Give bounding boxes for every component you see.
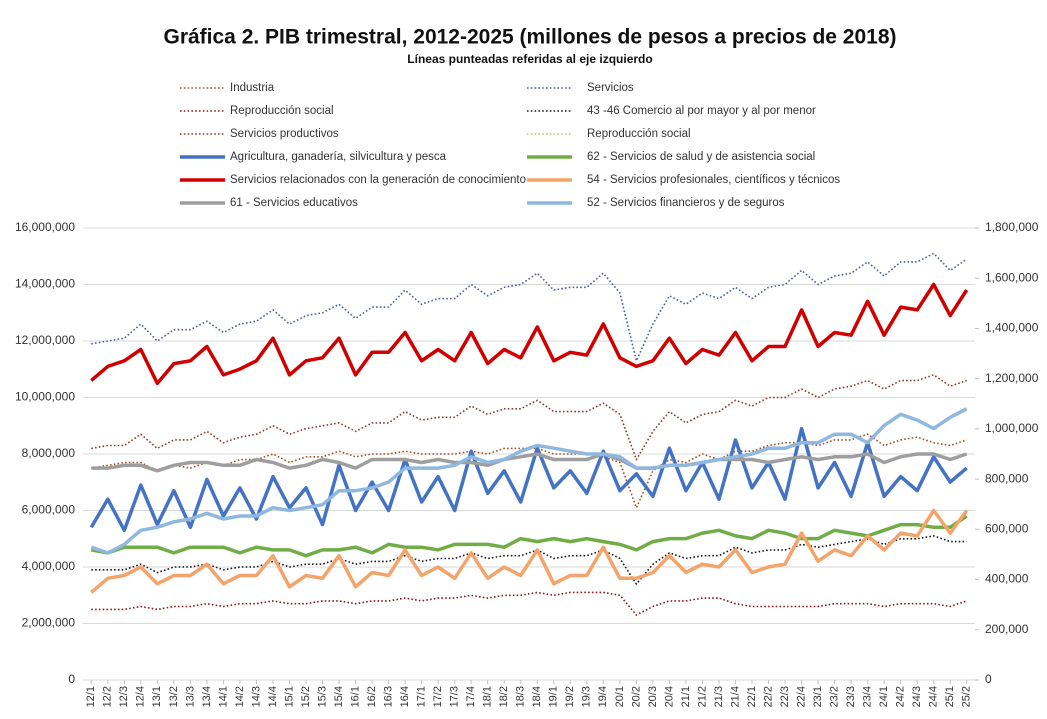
series-line xyxy=(91,591,967,616)
y2-tick-label: 1,200,000 xyxy=(985,371,1039,385)
y-tick-label: 12,000,000 xyxy=(15,333,75,347)
x-tick-label: 18/3 xyxy=(515,686,527,707)
x-tick-label: 22/1 xyxy=(746,686,758,707)
y2-tick-label: 600,000 xyxy=(985,522,1029,536)
x-tick-label: 14/3 xyxy=(250,686,262,707)
x-tick-label: 23/3 xyxy=(845,686,857,707)
legend-label: 61 - Servicios educativos xyxy=(230,197,358,209)
x-tick-label: 17/4 xyxy=(465,686,477,707)
series-line xyxy=(90,514,968,558)
y-tick-label: 4,000,000 xyxy=(22,559,76,573)
y2-tick-label: 1,400,000 xyxy=(985,321,1039,335)
x-tick-label: 25/2 xyxy=(961,686,973,707)
y2-tick-label: 0 xyxy=(985,672,992,686)
series-line xyxy=(90,407,968,555)
x-tick-label: 15/1 xyxy=(283,686,295,707)
x-tick-label: 16/1 xyxy=(349,686,361,707)
y2-tick-label: 400,000 xyxy=(985,572,1029,586)
x-tick-label: 18/1 xyxy=(482,686,494,707)
x-tick-label: 23/2 xyxy=(828,686,840,707)
x-tick-label: 12/3 xyxy=(118,686,130,707)
legend-label: 62 - Servicios de salud y de asistencia … xyxy=(587,151,815,163)
legend-label: 54 - Servicios profesionales, científico… xyxy=(587,174,840,186)
x-tick-label: 12/1 xyxy=(85,686,97,707)
series-line xyxy=(90,508,969,594)
x-tick-label: 19/3 xyxy=(581,686,593,707)
y-tick-label: 8,000,000 xyxy=(22,446,76,460)
legend-label: Reproducción social xyxy=(587,128,691,140)
legend-label: Servicios xyxy=(587,82,634,94)
x-tick-label: 24/1 xyxy=(878,686,890,707)
x-tick-label: 12/4 xyxy=(135,686,147,707)
chart-subtitle: Líneas punteadas referidas al eje izquie… xyxy=(407,52,652,66)
x-tick-label: 13/4 xyxy=(201,686,213,707)
series-line xyxy=(89,426,968,533)
x-tick-label: 14/4 xyxy=(267,686,279,707)
series-line xyxy=(91,252,968,362)
x-tick-label: 24/4 xyxy=(928,686,940,707)
x-tick-label: 13/1 xyxy=(151,686,163,707)
x-tick-label: 19/1 xyxy=(548,686,560,707)
y2-tick-label: 200,000 xyxy=(985,622,1029,636)
legend-label: Servicios relacionados con la generación… xyxy=(230,174,526,186)
x-tick-label: 16/4 xyxy=(399,686,411,707)
legend-label: Industria xyxy=(230,82,275,94)
legend-label: Agricultura, ganadería, silvicultura y p… xyxy=(230,151,447,163)
x-tick-label: 15/2 xyxy=(300,686,312,707)
x-tick-label: 17/2 xyxy=(432,686,444,707)
x-tick-label: 15/3 xyxy=(316,686,328,707)
x-tick-label: 21/1 xyxy=(680,686,692,707)
x-tick-label: 21/3 xyxy=(713,686,725,707)
y-tick-label: 0 xyxy=(68,672,75,686)
x-tick-label: 22/2 xyxy=(762,686,774,707)
legend-label: 52 - Servicios financieros y de seguros xyxy=(587,197,785,209)
y-tick-label: 16,000,000 xyxy=(15,220,75,234)
legend-label: Reproducción social xyxy=(230,105,334,117)
x-tick-label: 14/2 xyxy=(234,686,246,707)
x-tick-label: 12/2 xyxy=(102,686,114,707)
x-tick-label: 18/4 xyxy=(531,686,543,707)
y-tick-label: 14,000,000 xyxy=(15,277,75,291)
x-tick-label: 20/2 xyxy=(630,686,642,707)
y-tick-label: 2,000,000 xyxy=(22,616,76,630)
y2-tick-label: 800,000 xyxy=(985,471,1029,485)
legend-label: Servicios productivos xyxy=(230,128,339,140)
x-tick-label: 19/4 xyxy=(597,686,609,707)
x-tick-label: 21/2 xyxy=(696,686,708,707)
x-tick-label: 23/1 xyxy=(812,686,824,707)
y2-tick-label: 1,600,000 xyxy=(985,270,1039,284)
chart-title: Gráfica 2. PIB trimestral, 2012-2025 (mi… xyxy=(163,26,896,49)
y-tick-label: 6,000,000 xyxy=(22,503,76,517)
y2-tick-label: 1,000,000 xyxy=(985,421,1039,435)
x-tick-label: 17/1 xyxy=(416,686,428,707)
x-tick-label: 14/1 xyxy=(217,686,229,707)
x-tick-label: 17/3 xyxy=(449,686,461,707)
series-line xyxy=(91,452,968,473)
x-tick-label: 24/3 xyxy=(911,686,923,707)
x-tick-label: 21/4 xyxy=(729,686,741,707)
y-tick-label: 10,000,000 xyxy=(15,390,75,404)
y2-tick-label: 1,800,000 xyxy=(985,220,1039,234)
x-tick-label: 15/4 xyxy=(333,686,345,707)
x-tick-label: 16/3 xyxy=(382,686,394,707)
x-tick-label: 13/2 xyxy=(168,686,180,707)
x-tick-label: 20/3 xyxy=(647,686,659,707)
x-tick-label: 18/2 xyxy=(498,686,510,707)
x-tick-label: 25/1 xyxy=(944,686,956,707)
x-tick-label: 22/4 xyxy=(795,686,807,707)
series-line xyxy=(90,282,969,386)
x-tick-label: 23/4 xyxy=(862,686,874,707)
x-tick-label: 20/1 xyxy=(614,686,626,707)
legend-label: 43 -46 Comercio al por mayor y al por me… xyxy=(587,105,816,117)
x-tick-label: 19/2 xyxy=(564,686,576,707)
x-tick-label: 20/4 xyxy=(663,686,675,707)
x-tick-label: 22/3 xyxy=(779,686,791,707)
x-tick-label: 16/2 xyxy=(366,686,378,707)
x-tick-label: 24/2 xyxy=(895,686,907,707)
x-tick-label: 13/3 xyxy=(184,686,196,707)
